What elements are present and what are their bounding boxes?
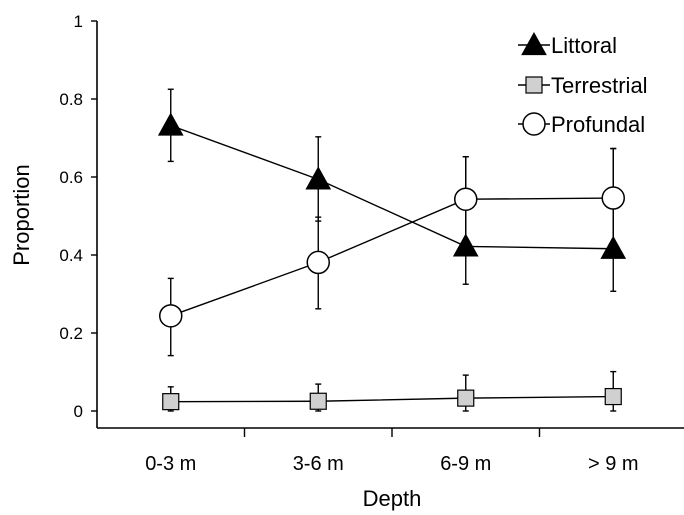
data-point — [457, 389, 475, 407]
data-point — [604, 387, 622, 406]
series-line — [170, 124, 614, 250]
axes: 0 0.2 0.4 0.6 0.8 1 0-3 m 3-6 m 6-9 m > 9 m — [59, 12, 684, 475]
legend: Littoral Terrestrial Profundal — [518, 31, 648, 137]
y-tick-label: 0.6 — [59, 168, 83, 187]
series-profundal — [159, 147, 625, 357]
x-tick-label: 6-9 m — [440, 453, 491, 475]
y-tick-label: 1 — [74, 12, 83, 31]
data-point — [306, 250, 330, 275]
legend-label: Littoral — [551, 33, 617, 58]
x-axis-label: Depth — [363, 486, 422, 511]
legend-item-terrestrial: Terrestrial — [518, 73, 648, 98]
data-point — [309, 392, 327, 410]
y-tick-label: 0 — [74, 402, 83, 421]
series-terrestrial — [162, 370, 622, 412]
x-tick-label: 3-6 m — [293, 453, 344, 475]
x-tick-label: > 9 m — [588, 453, 639, 475]
y-tick-label: 0.4 — [59, 246, 83, 265]
data-point — [162, 393, 180, 411]
data-point — [159, 304, 183, 328]
legend-marker — [521, 31, 547, 56]
series-littoral — [157, 88, 627, 292]
series-line — [170, 395, 614, 403]
data-point — [601, 186, 625, 210]
x-tick-label: 0-3 m — [145, 453, 196, 475]
y-tick-label: 0.8 — [59, 90, 83, 109]
series-layer — [157, 88, 627, 412]
series-line — [170, 197, 614, 317]
data-point — [157, 112, 184, 136]
legend-marker — [522, 112, 546, 136]
legend-item-littoral: Littoral — [518, 31, 617, 58]
legend-marker — [525, 76, 543, 94]
legend-item-profundal: Profundal — [518, 112, 645, 137]
y-tick-label: 0.2 — [59, 324, 83, 343]
y-axis-label: Proportion — [9, 164, 34, 266]
legend-label: Terrestrial — [551, 73, 648, 98]
data-point — [454, 187, 478, 211]
data-point — [305, 166, 332, 190]
legend-label: Profundal — [551, 112, 645, 137]
